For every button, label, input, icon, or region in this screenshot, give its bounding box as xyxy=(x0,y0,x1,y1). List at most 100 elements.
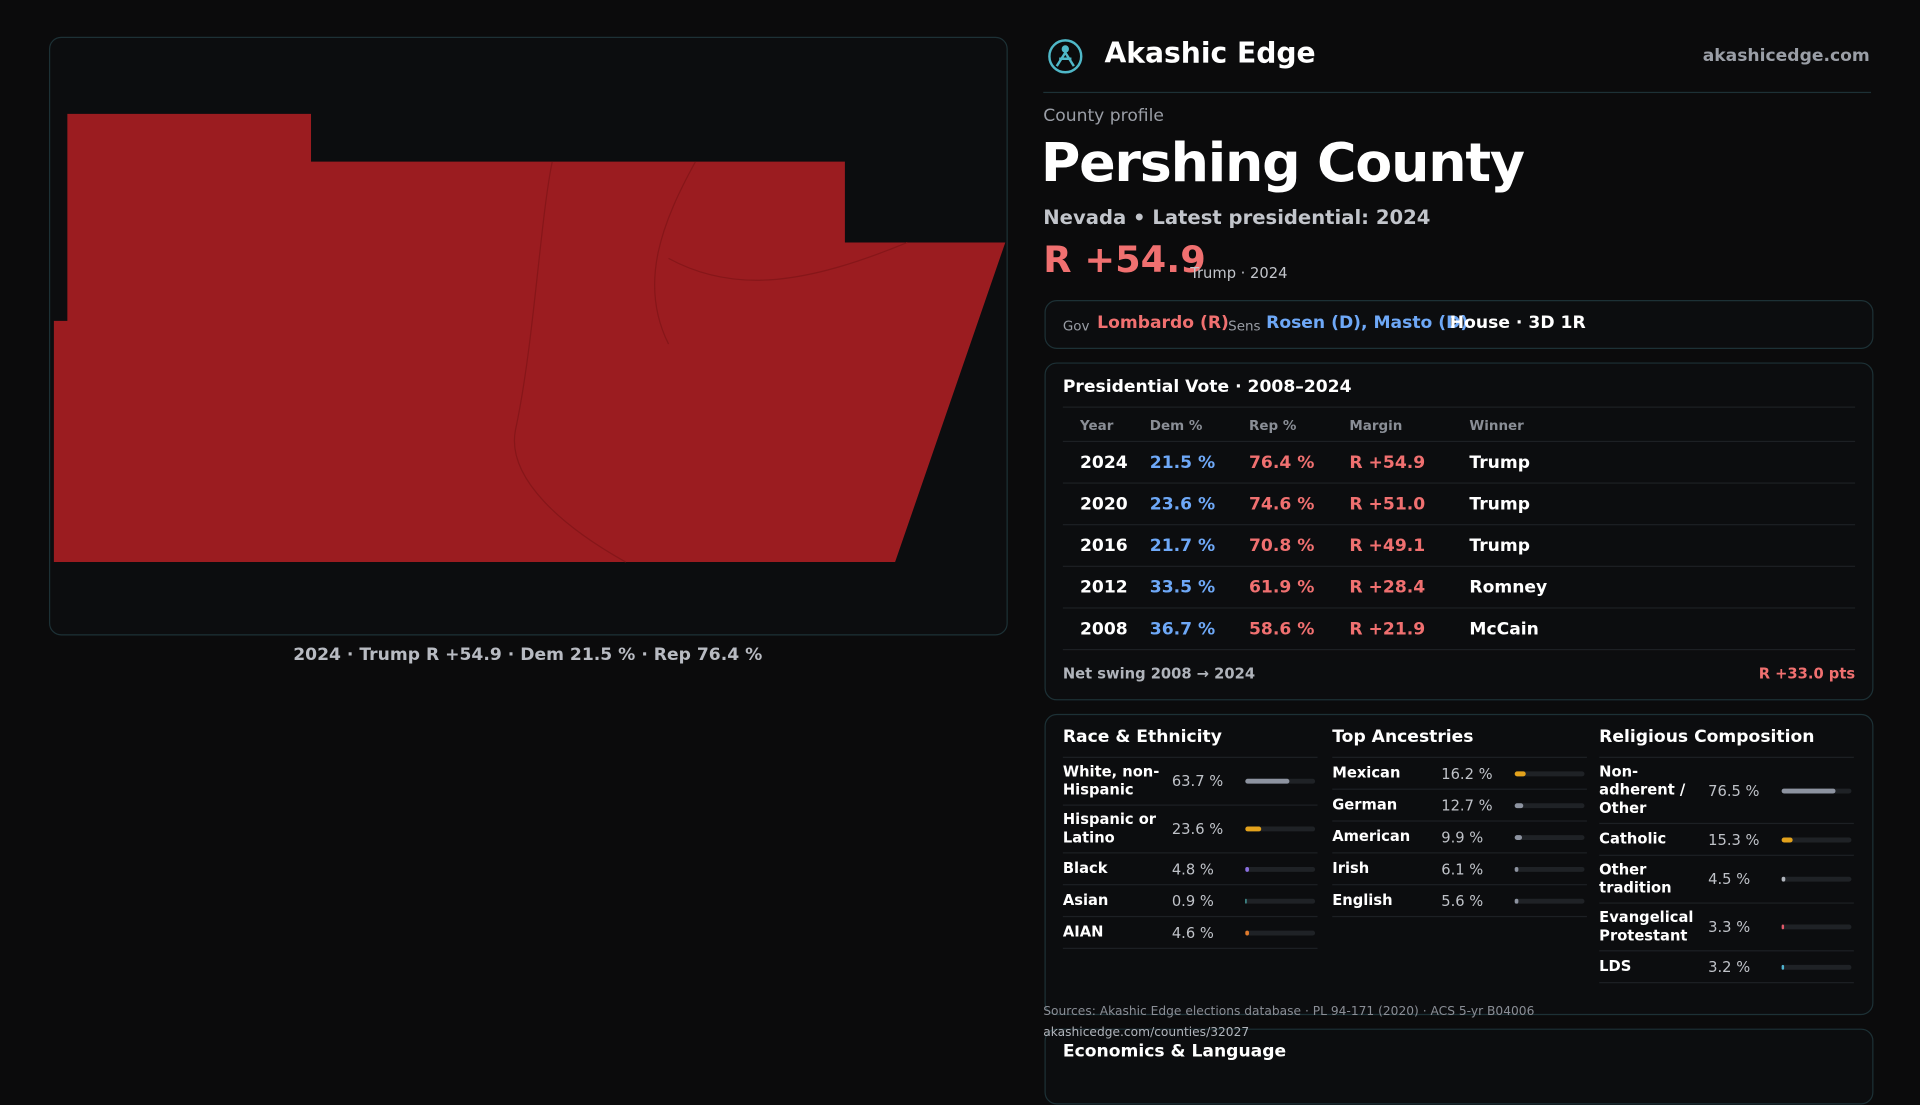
cell: 58.6 % xyxy=(1248,619,1315,640)
house: House · 3D 1R xyxy=(1449,313,1586,334)
demo-label: Evangelical Protestant xyxy=(1599,908,1694,945)
map-caption: 2024 · Trump R +54.9 · Dem 21.5 % · Rep … xyxy=(293,645,763,665)
demo-row: Evangelical Protestant 3.3 % xyxy=(1599,904,1854,952)
bar-track xyxy=(1245,826,1316,832)
bar xyxy=(1514,834,1522,840)
table-title: Presidential Vote · 2008–2024 xyxy=(1062,377,1352,397)
demo-label: German xyxy=(1332,795,1398,814)
brand: Akashic Edge xyxy=(1104,37,1316,70)
demo-label: Hispanic or Latino xyxy=(1062,810,1157,847)
site-link[interactable]: akashicedge.com xyxy=(1702,46,1870,67)
margin: R +54.9 xyxy=(1043,238,1206,282)
map-panel xyxy=(48,36,1008,636)
demo-title: Top Ancestries xyxy=(1332,727,1587,758)
demo-row: AIAN 4.6 % xyxy=(1062,917,1318,949)
cell: R +51.0 xyxy=(1349,494,1426,515)
demo-label: AIAN xyxy=(1062,923,1104,941)
swing: R +33.0 pts xyxy=(1758,664,1856,683)
bar xyxy=(1781,836,1793,842)
cell: Trump xyxy=(1469,494,1531,515)
source-link[interactable]: akashicedge.com/counties/32027 xyxy=(1043,1026,1250,1040)
column-header: Dem % xyxy=(1149,416,1203,433)
cell: 36.7 % xyxy=(1149,619,1216,640)
table-row: 2020 23.6 % 74.6 % R +51.0 Trump xyxy=(1062,482,1856,525)
demo-row: Non-adherent / Other 76.5 % xyxy=(1599,758,1854,825)
demo-row: Other tradition 4.5 % xyxy=(1599,856,1854,904)
column-header: Margin xyxy=(1349,416,1403,433)
screen: 2024 · Trump R +54.9 · Dem 21.5 % · Rep … xyxy=(48,36,1874,1105)
subtitle: Nevada • Latest presidential: 2024 xyxy=(1043,205,1431,229)
cell: R +49.1 xyxy=(1349,536,1426,556)
demographics: Race & Ethnicity White, non-Hispanic 63.7 … xyxy=(1044,713,1874,1016)
demo-value: 5.6 % xyxy=(1441,892,1484,910)
cell: R +21.9 xyxy=(1349,619,1426,640)
bar-track xyxy=(1781,836,1852,842)
cell: 2012 xyxy=(1080,577,1128,598)
gov: Lombardo (R) xyxy=(1097,313,1229,334)
bar-track xyxy=(1514,866,1585,872)
demo-title: Religious Composition xyxy=(1599,727,1854,758)
table-row: 2016 21.7 % 70.8 % R +49.1 Trump xyxy=(1062,524,1856,567)
bar-track xyxy=(1245,778,1316,784)
demo-row: Asian 0.9 % xyxy=(1062,885,1318,918)
cell: 23.6 % xyxy=(1149,494,1216,515)
cell: 70.8 % xyxy=(1248,536,1315,556)
kicker: County profile xyxy=(1043,106,1164,127)
demo-column: Religious Composition Non-adherent / Othe… xyxy=(1599,727,1854,984)
demo-value: 16.2 % xyxy=(1441,764,1493,782)
demo-value: 15.3 % xyxy=(1708,830,1760,848)
divider xyxy=(1043,91,1872,94)
bar-track xyxy=(1514,898,1585,904)
table-row: 2024 21.5 % 76.4 % R +54.9 Trump xyxy=(1062,440,1856,484)
section-title: Economics & Language xyxy=(1062,1042,1287,1062)
header-row: Year Dem % Rep % Margin Winner xyxy=(1062,406,1856,443)
demo-value: 3.3 % xyxy=(1708,918,1751,936)
bar-track xyxy=(1245,866,1316,872)
demo-value: 63.7 % xyxy=(1171,772,1224,790)
demo-value: 76.5 % xyxy=(1708,781,1760,799)
demo-label: Asian xyxy=(1062,891,1109,909)
swing-label: Net swing 2008 → 2024 xyxy=(1062,664,1256,683)
demo-label: LDS xyxy=(1599,957,1632,975)
bar-track xyxy=(1781,787,1852,793)
precinct-lines xyxy=(513,161,908,563)
bar-track xyxy=(1514,834,1585,840)
demo-title: Race & Ethnicity xyxy=(1062,727,1318,758)
bar xyxy=(1245,826,1262,832)
demo-value: 3.2 % xyxy=(1708,958,1751,976)
bar-track xyxy=(1514,802,1585,808)
bar xyxy=(1514,866,1519,872)
demo-column: Top Ancestries Mexican 16.2 % German 12.7 % A… xyxy=(1332,727,1587,918)
demo-value: 4.8 % xyxy=(1171,860,1214,878)
demo-value: 6.1 % xyxy=(1441,860,1484,878)
sens-label: Sens xyxy=(1228,318,1261,335)
bar xyxy=(1514,898,1519,904)
bar-track xyxy=(1781,964,1852,970)
cell: 61.9 % xyxy=(1248,577,1315,598)
cell: 21.5 % xyxy=(1149,453,1216,473)
county-map xyxy=(53,113,1006,563)
demo-row: Hispanic or Latino 23.6 % xyxy=(1062,806,1318,854)
demo-value: 4.6 % xyxy=(1171,923,1214,942)
demo-label: Black xyxy=(1062,859,1108,877)
demo-label: Non-adherent / Other xyxy=(1599,762,1686,817)
cell: Trump xyxy=(1469,536,1531,556)
officials: Gov Lombardo (R) Sens Rosen (D), Masto (… xyxy=(1044,300,1874,349)
demo-label: Irish xyxy=(1332,859,1370,877)
page: 2024 · Trump R +54.9 · Dem 21.5 % · Rep … xyxy=(48,36,1874,1105)
table-row: 2008 36.7 % 58.6 % R +21.9 McCain xyxy=(1062,607,1856,650)
bar xyxy=(1781,964,1784,970)
cell: McCain xyxy=(1469,619,1539,640)
demo-row: Mexican 16.2 % xyxy=(1332,758,1587,790)
cell: 2020 xyxy=(1080,494,1128,515)
bar xyxy=(1514,770,1526,776)
column-header: Year xyxy=(1080,416,1114,433)
column-header: Rep % xyxy=(1248,416,1297,433)
bar xyxy=(1245,866,1249,872)
demo-row: German 12.7 % xyxy=(1332,790,1587,822)
demo-row: LDS 3.2 % xyxy=(1599,951,1854,984)
demo-label: Catholic xyxy=(1599,830,1667,848)
cell: 33.5 % xyxy=(1149,577,1216,598)
bar xyxy=(1245,898,1246,904)
demo-row: Catholic 15.3 % xyxy=(1599,824,1854,856)
